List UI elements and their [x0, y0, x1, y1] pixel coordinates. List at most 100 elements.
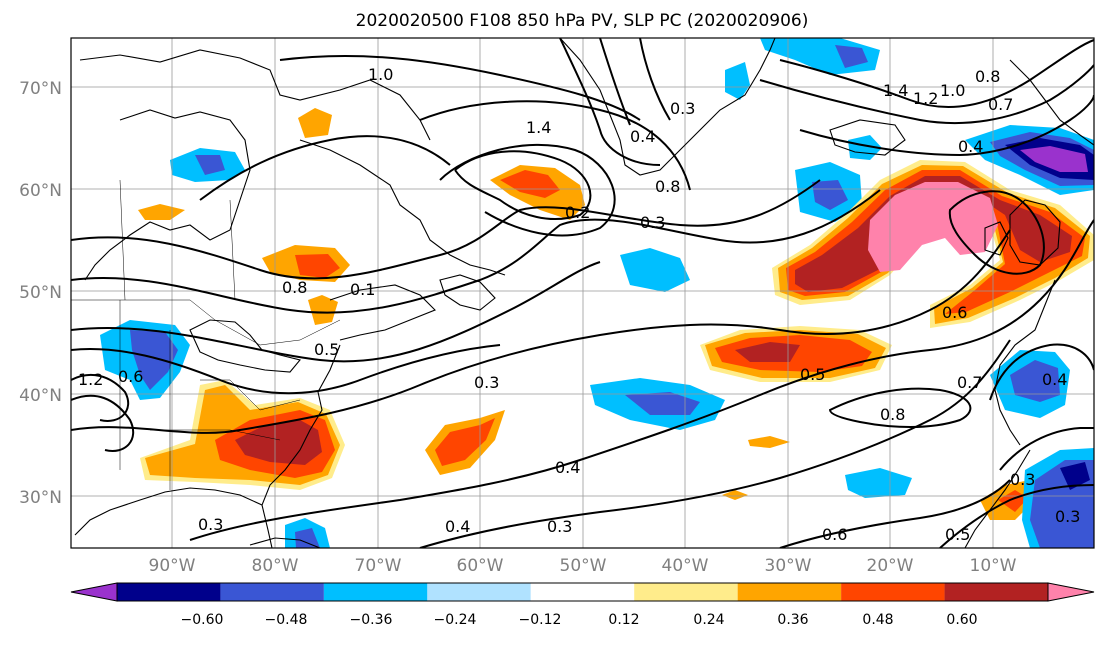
- coastlines: [74, 38, 1094, 548]
- figure-title: 2020020500 F108 850 hPa PV, SLP PC (2020…: [356, 11, 809, 31]
- contour-11: [419, 100, 691, 191]
- contour-9: [454, 150, 592, 221]
- contour-4: [71, 229, 1011, 434]
- contour-label: 0.4: [445, 517, 470, 536]
- contour-18: [799, 94, 1094, 157]
- anomaly-hudson-blue: [195, 155, 225, 175]
- colorbar-tick: 0.12: [608, 612, 639, 628]
- contour-8: [828, 387, 972, 428]
- anomaly-florida-blue: [295, 528, 320, 548]
- colorbar-segment: [634, 583, 738, 601]
- lon-label-60w: 60°W: [457, 556, 504, 576]
- coast-hudson-bay: [84, 109, 251, 281]
- contour-label: 0.3: [547, 517, 572, 536]
- coast-europe-west: [994, 279, 1056, 446]
- anomaly-atlantic-negative-2: [620, 248, 690, 292]
- lat-label-70n: 70°N: [19, 79, 62, 99]
- contour-14: [599, 38, 631, 126]
- contour-label: 1.0: [368, 65, 393, 84]
- colorbar-segment: [737, 583, 842, 601]
- contour-13: [559, 38, 661, 166]
- contour-label: 0.3: [198, 515, 223, 534]
- anomaly-great-lakes-blue: [130, 330, 178, 390]
- coast-arctic-islands: [79, 49, 431, 141]
- colorbar-tick-labels: −0.60 −0.48 −0.36 −0.24 −0.12 0.12 0.24 …: [181, 612, 978, 628]
- coast-cuba: [249, 537, 321, 548]
- lon-label-30w: 30°W: [765, 556, 812, 576]
- coast-scandinavia: [1009, 59, 1094, 146]
- contour-label: 0.8: [282, 278, 307, 297]
- colorbar-segments: [70, 582, 1095, 602]
- border-us-canada: [71, 299, 341, 346]
- anomaly-small-positive-atl: [748, 436, 790, 448]
- colorbar: −0.60 −0.48 −0.36 −0.24 −0.12 0.12 0.24 …: [70, 582, 1095, 628]
- anomaly-east-us-red: [235, 420, 322, 465]
- borders: [71, 179, 341, 490]
- contour-20: [71, 373, 130, 422]
- colorbar-segment: [117, 583, 221, 601]
- colorbar-tick: 0.36: [777, 612, 808, 628]
- contour-15: [639, 38, 671, 121]
- anomaly-labrador-red: [295, 254, 340, 278]
- anomaly-atlantic-negative-4: [845, 468, 912, 498]
- longitude-labels: 90°W 80°W 70°W 60°W 50°W 40°W 30°W 20°W …: [149, 556, 1017, 576]
- contour-label: 1.2: [913, 89, 938, 108]
- contour-3: [71, 261, 601, 363]
- map-panel: 1.0 1.4 0.3 0.4 0.2 0.3 0.8 0.1 0.5 0.3 …: [19, 37, 1095, 576]
- anomaly-midatlantic-red: [735, 342, 800, 362]
- colorbar-tick: −0.36: [350, 612, 393, 628]
- anomaly-greenland-red: [500, 170, 560, 198]
- colorbar-tick: −0.24: [434, 612, 477, 628]
- colorbar-segment: [427, 583, 531, 601]
- contour-10: [439, 143, 616, 237]
- coast-great-lakes: [189, 319, 301, 373]
- contour-19: [948, 190, 1045, 275]
- contour-24: [989, 343, 1094, 401]
- contour-21: [71, 394, 135, 452]
- contour-label: 0.5: [800, 365, 825, 384]
- colorbar-extend-left: [70, 582, 118, 602]
- coast-africa-nw: [964, 449, 1031, 548]
- lat-label-60n: 60°N: [19, 181, 62, 201]
- coast-british-isles: [1009, 199, 1061, 266]
- colorbar-segment: [530, 583, 635, 601]
- lon-label-80w: 80°W: [252, 556, 299, 576]
- contour-7: [779, 479, 1011, 548]
- anomaly-atlantic-negative-1-blue: [625, 392, 700, 415]
- pv-anomaly-shading: [100, 38, 1094, 548]
- colorbar-tick: 0.24: [693, 612, 724, 628]
- anomaly-nova-scotia-positive: [308, 295, 338, 325]
- anomaly-greenland-east-negative: [725, 62, 750, 100]
- contour-label: 0.8: [655, 177, 680, 196]
- coast-labrador: [299, 139, 506, 276]
- contour-26: [939, 484, 1094, 548]
- colorbar-segment: [944, 583, 1048, 601]
- contour-label: 0.3: [1055, 507, 1080, 526]
- contour-label: 0.7: [957, 373, 982, 392]
- anomaly-small-positive-atl-2: [722, 490, 748, 500]
- contour-label: 0.3: [670, 99, 695, 118]
- contour-label: 0.8: [880, 405, 905, 424]
- contour-5: [189, 219, 1094, 541]
- coast-us-east: [261, 344, 341, 548]
- anomaly-atlantic-negative-3-blue: [812, 180, 848, 210]
- colorbar-segment: [841, 583, 945, 601]
- lat-label-50n: 50°N: [19, 283, 62, 303]
- contour-label: 0.8: [975, 67, 1000, 86]
- lon-label-90w: 90°W: [149, 556, 196, 576]
- latitude-labels: 70°N 60°N 50°N 40°N 30°N: [19, 79, 62, 508]
- coast-ireland: [984, 221, 1009, 256]
- colorbar-segment: [323, 583, 428, 601]
- coast-gulf-stlawrence: [329, 284, 436, 341]
- map-frame: [70, 37, 1095, 549]
- contour-label: 0.4: [958, 137, 983, 156]
- colorbar-tick: −0.60: [181, 612, 224, 628]
- contour-label: 0.3: [640, 213, 665, 232]
- anomaly-se-darkblue: [1060, 462, 1090, 490]
- map-content: 1.0 1.4 0.3 0.4 0.2 0.3 0.8 0.1 0.5 0.3 …: [71, 38, 1094, 548]
- contour-label: 0.2: [565, 203, 590, 222]
- anomaly-ne-atlantic-red: [795, 176, 1072, 292]
- colorbar-tick: 0.48: [862, 612, 893, 628]
